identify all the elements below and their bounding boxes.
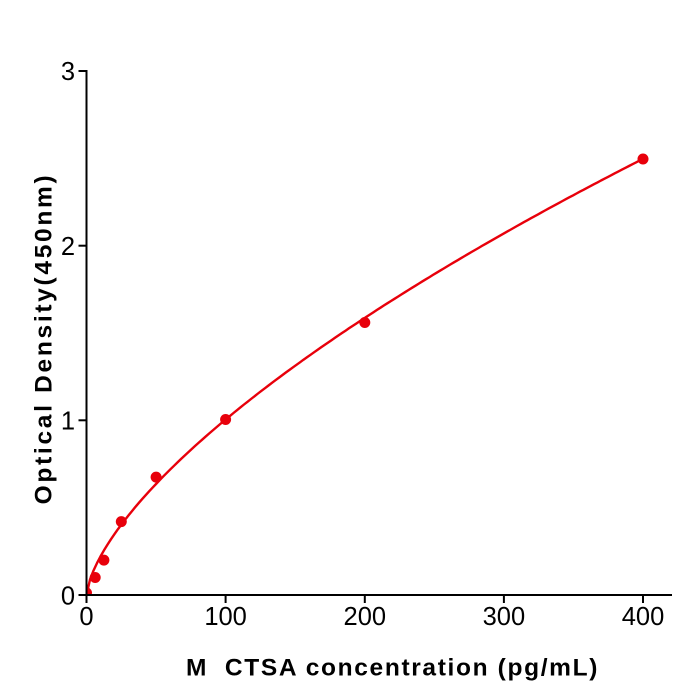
- svg-text:200: 200: [344, 603, 387, 631]
- svg-text:1: 1: [61, 408, 75, 436]
- svg-text:2: 2: [61, 233, 75, 261]
- svg-text:400: 400: [622, 603, 665, 631]
- svg-text:M CTSA concentration (pg/mL): M CTSA concentration (pg/mL): [186, 655, 599, 682]
- svg-text:Optical Density(450nm): Optical Density(450nm): [31, 173, 58, 505]
- svg-text:0: 0: [79, 603, 93, 631]
- svg-text:0: 0: [61, 582, 75, 610]
- svg-text:3: 3: [61, 58, 75, 86]
- svg-text:300: 300: [483, 603, 526, 631]
- svg-text:100: 100: [204, 603, 247, 631]
